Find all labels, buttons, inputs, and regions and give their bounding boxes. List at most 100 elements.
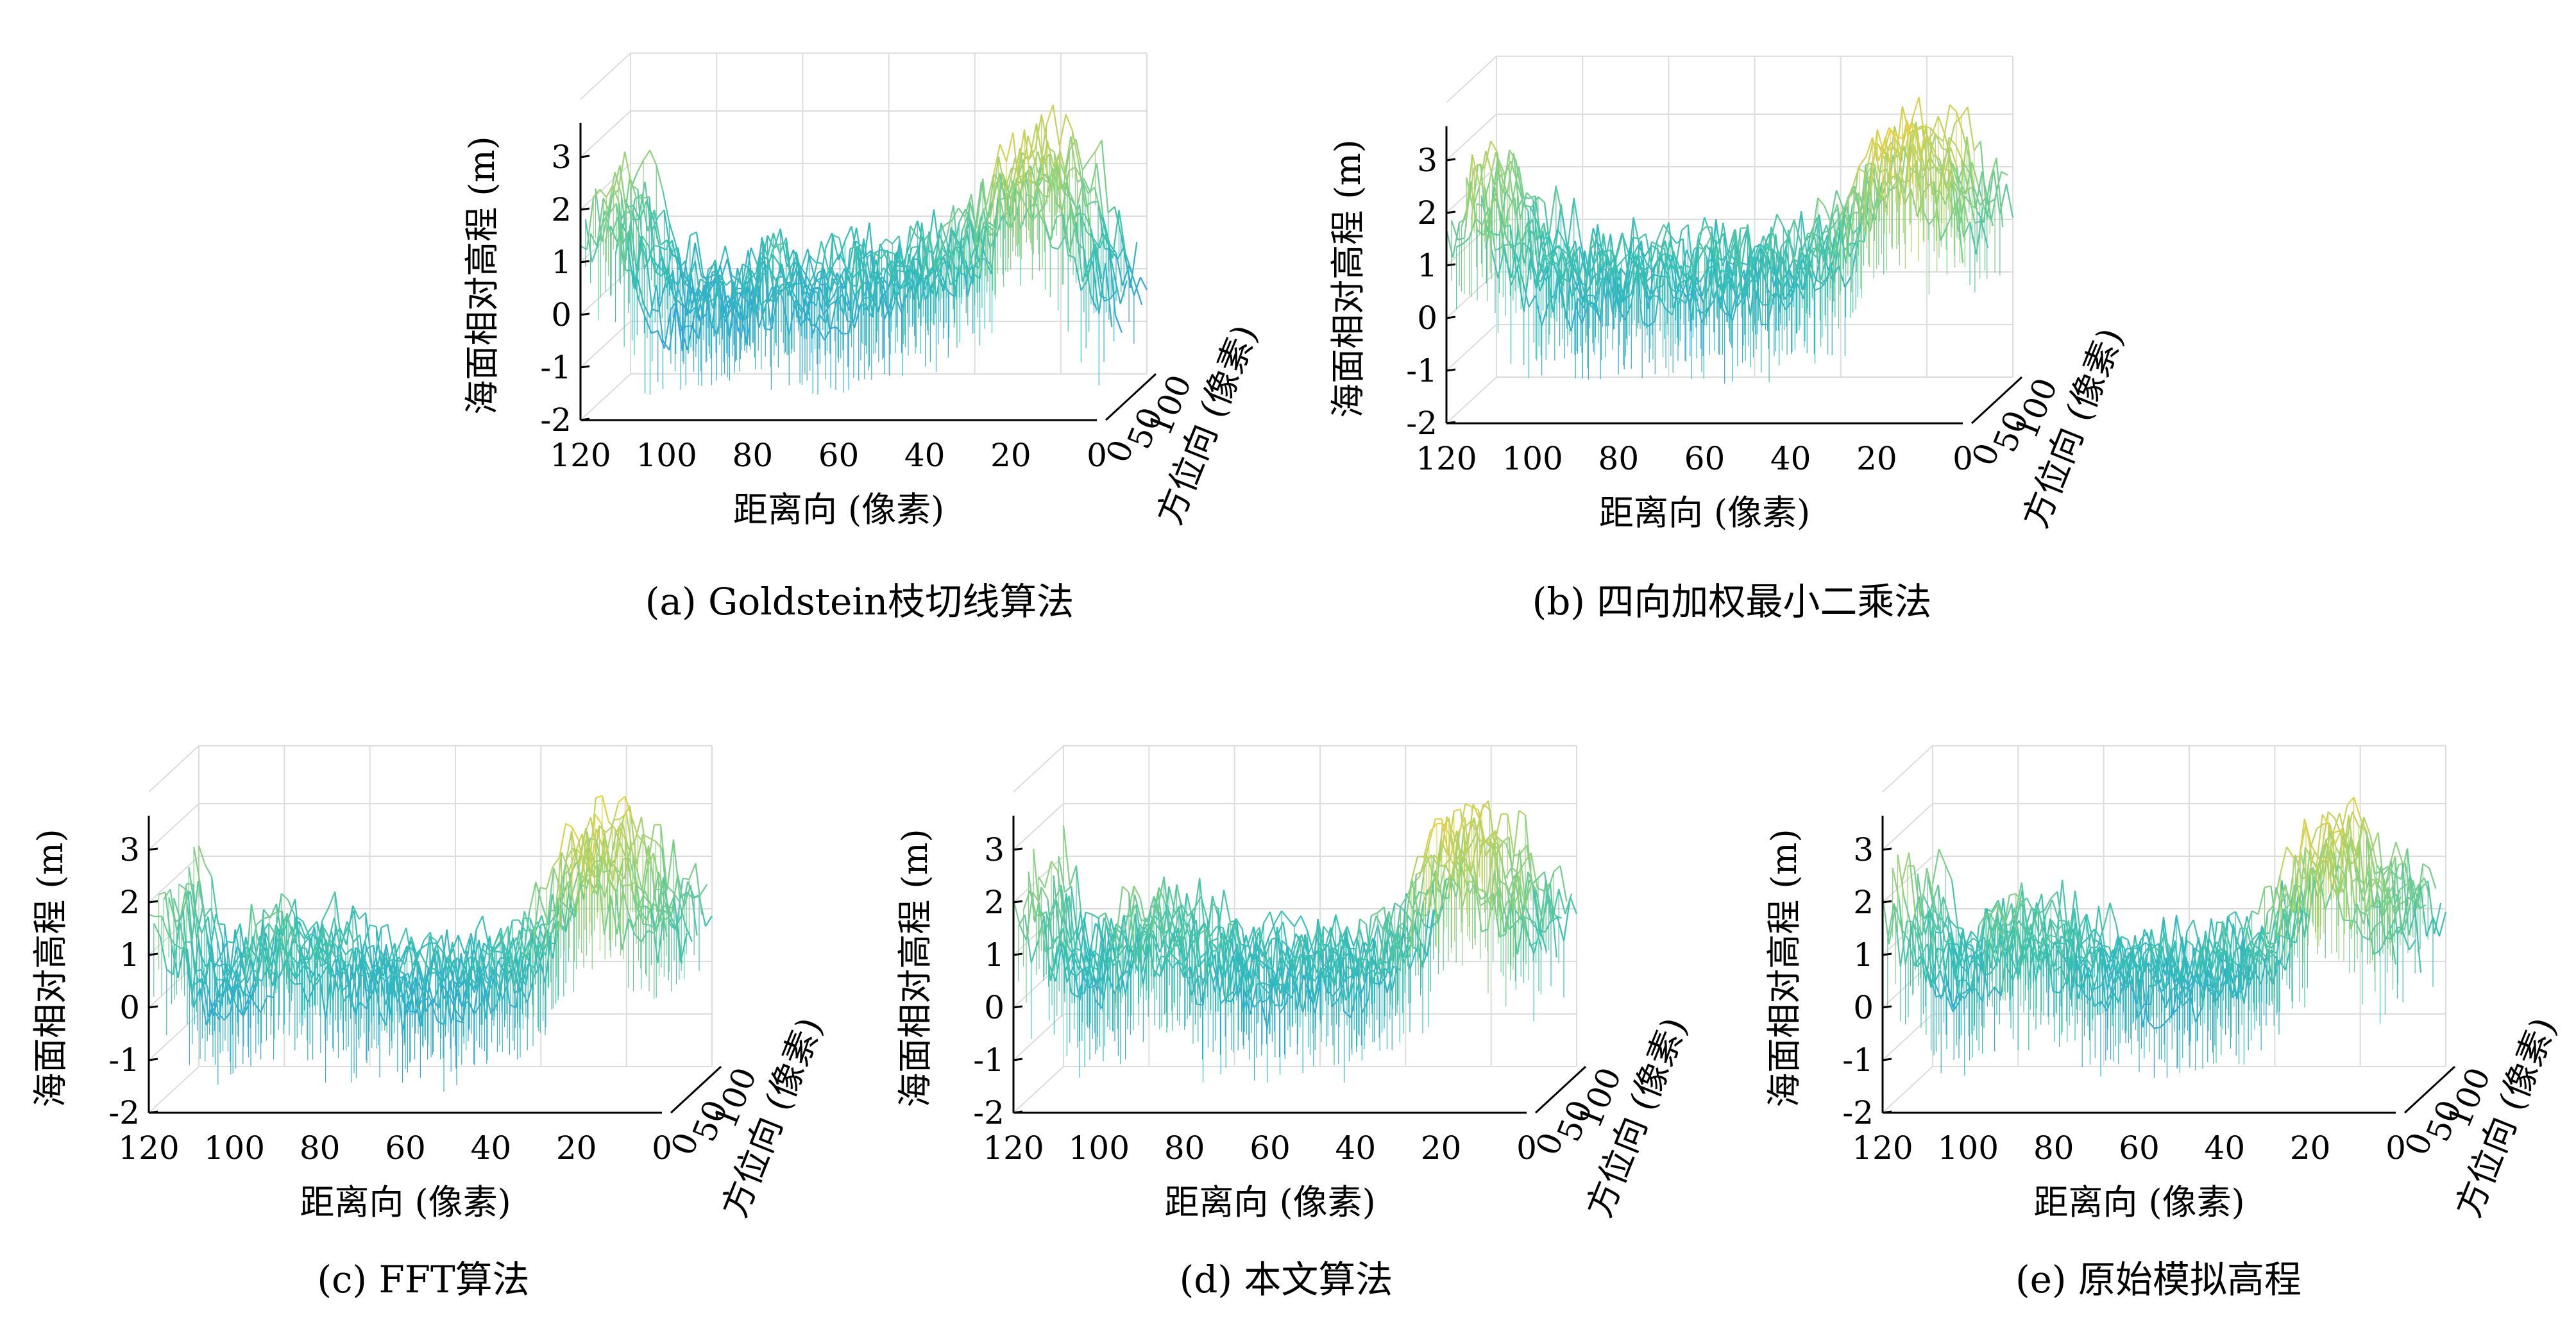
surface-segment: [1246, 926, 1255, 947]
x-tick-label: 40: [471, 1129, 512, 1167]
surface-segment: [205, 865, 212, 877]
surface-segment: [769, 268, 777, 282]
surface-segment: [1308, 988, 1316, 1013]
surface-segment: [784, 284, 792, 290]
surface-segment: [1076, 180, 1084, 209]
surface-segment: [1539, 879, 1547, 932]
surface-segment: [1560, 251, 1568, 275]
surface-segment: [352, 905, 360, 920]
surface-segment: [1955, 111, 1963, 133]
surface-segment: [1110, 289, 1118, 300]
surface-segment: [1563, 897, 1572, 942]
surface-segment: [960, 256, 969, 274]
surface-segment: [1550, 228, 1559, 256]
surface-segment: [577, 840, 586, 875]
surface-segment: [629, 881, 637, 886]
surface-segment: [607, 172, 616, 210]
surface-segment: [1096, 163, 1104, 218]
surface-segment: [766, 232, 774, 260]
surface-segment: [861, 256, 869, 287]
surface-segment: [1108, 246, 1117, 316]
x-tick-label: 60: [385, 1129, 426, 1167]
panel-axes: [579, 123, 1157, 421]
surface-segment: [659, 824, 668, 891]
surface-segment: [1070, 205, 1078, 243]
surface-segment: [412, 949, 421, 972]
surface-segment: [662, 190, 670, 223]
surface-segment: [1911, 97, 1920, 119]
surface-segment: [985, 203, 993, 227]
surface-segment: [328, 891, 336, 909]
grid-line: [1013, 1066, 1064, 1113]
surface-segment: [1385, 943, 1394, 977]
surface-segment: [1554, 251, 1562, 294]
surface-segment: [326, 917, 335, 945]
surface-segment: [650, 906, 659, 963]
surface-segment: [833, 234, 840, 239]
surface-segment: [829, 300, 837, 305]
grid-line: [580, 52, 1147, 100]
surface-segment: [1607, 254, 1615, 276]
surface-segment: [902, 271, 911, 283]
surface-segment: [1908, 124, 1915, 130]
surface-segment: [1113, 273, 1121, 305]
x-tick-label: 80: [300, 1129, 341, 1167]
surface-segment: [773, 228, 781, 249]
surface-segment: [708, 259, 716, 275]
surface-segment: [954, 247, 962, 257]
surface-segment: [632, 211, 640, 235]
surface-segment: [596, 198, 604, 246]
surface-segment: [677, 300, 684, 307]
surface-segment: [630, 845, 638, 871]
surface-segment: [534, 924, 542, 968]
surface-segment: [1040, 140, 1048, 181]
surface-segment: [1878, 137, 1886, 162]
surface-segment: [1410, 943, 1418, 950]
surface-segment: [545, 866, 554, 890]
surface-segment: [1644, 241, 1652, 289]
surface-segment: [1710, 235, 1718, 263]
surface-segment: [1854, 189, 1863, 226]
surface-segment: [815, 263, 824, 306]
surface-segment: [281, 917, 290, 937]
surface-segment: [1960, 187, 1969, 223]
surface-segment: [1899, 120, 1908, 156]
surface-segment: [1859, 171, 1868, 214]
surface-segment: [623, 884, 631, 886]
surface-segment: [818, 314, 827, 324]
surface-segment: [1659, 296, 1667, 310]
z-tick-mark: [148, 1110, 158, 1114]
surface-segment: [688, 260, 696, 281]
surface-segment: [1822, 230, 1830, 233]
surface-segment: [1786, 279, 1795, 294]
surface-segment: [1653, 273, 1661, 278]
surface-segment: [681, 881, 689, 917]
surface-segment: [1665, 308, 1673, 316]
surface-segment: [1483, 838, 1491, 845]
surface-segment: [793, 300, 801, 319]
surface-segment: [293, 914, 301, 950]
surface-segment: [1913, 128, 1922, 152]
surface-segment: [531, 929, 539, 958]
surface-segment: [520, 987, 529, 1003]
surface-segment: [1730, 287, 1738, 317]
surface-segment: [759, 272, 767, 276]
surface-segment: [1675, 257, 1683, 275]
surface-segment: [1057, 237, 1065, 249]
surface-segment: [1774, 292, 1781, 297]
surface-segment: [310, 921, 318, 929]
surface-segment: [616, 816, 625, 856]
surface-segment: [920, 223, 929, 273]
surface-segment: [1885, 137, 1893, 178]
surface-segment: [1729, 236, 1737, 264]
surface-segment: [1859, 156, 1867, 166]
surface-segment: [526, 939, 535, 958]
surface-segment: [1573, 280, 1582, 298]
surface-segment: [1042, 194, 1049, 198]
surface-segment: [922, 231, 930, 280]
surface-segment: [1030, 181, 1038, 185]
surface-segment: [643, 149, 651, 161]
surface-segment: [190, 942, 198, 979]
surface-segment: [1538, 196, 1545, 203]
surface-segment: [773, 262, 782, 303]
